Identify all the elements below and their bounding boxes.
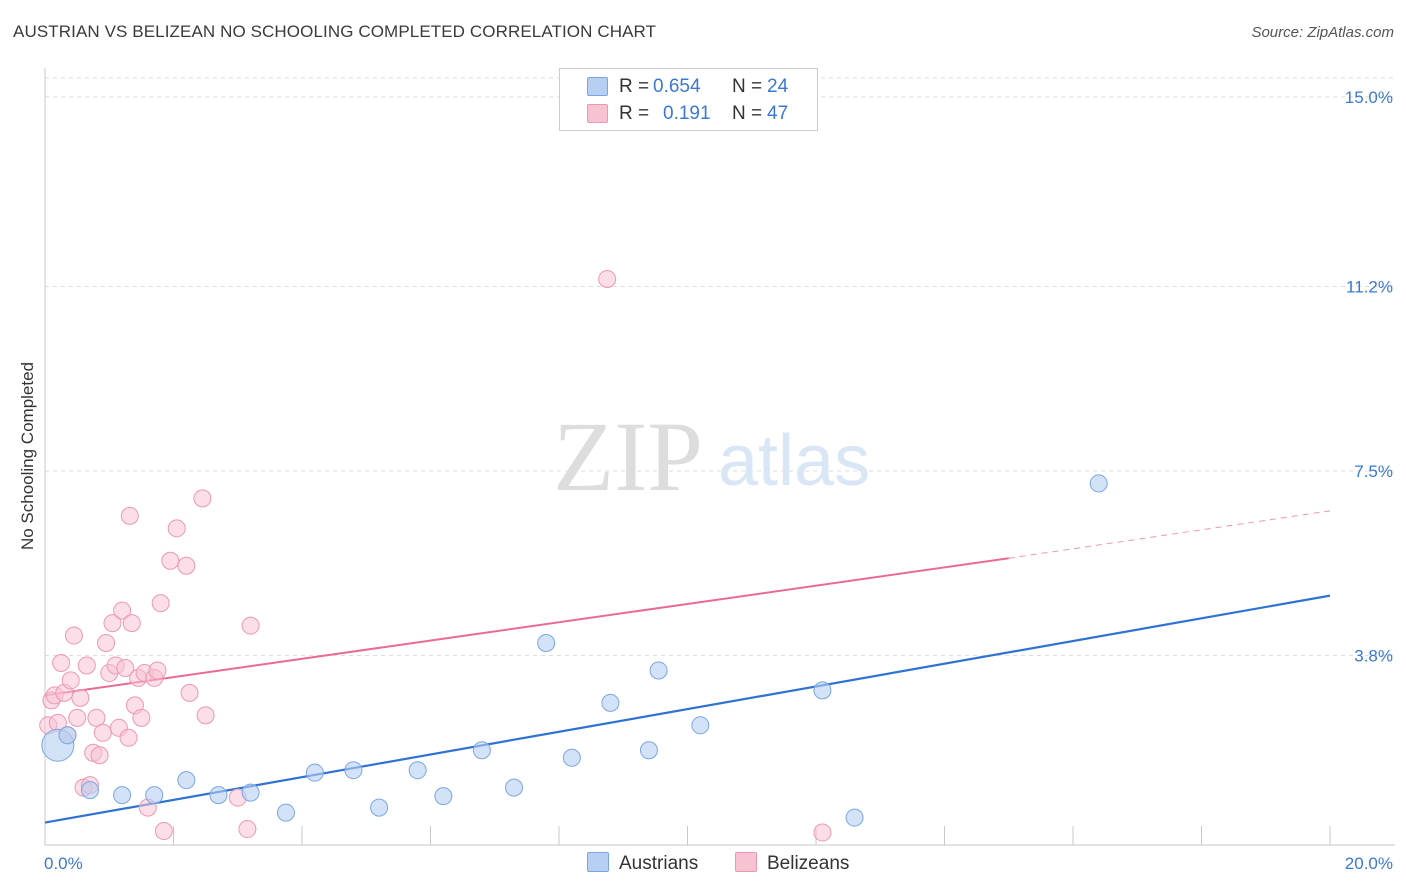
belizeans-point <box>93 723 112 742</box>
belizeans-point <box>113 601 132 620</box>
austrians-point <box>1089 474 1108 493</box>
belizeans-point <box>167 519 186 538</box>
stats-legend: R = 0.654 N = 24 R = 0.191 N = 47 <box>559 68 818 131</box>
austrians-point <box>639 741 658 760</box>
belizeans-point <box>132 708 151 727</box>
belizeans-point <box>61 671 80 690</box>
austrians-point <box>601 693 620 712</box>
austrians-point <box>305 763 324 782</box>
belizeans-point <box>813 823 832 842</box>
belizeans-point <box>103 614 122 633</box>
austrians-n-value: 24 <box>767 76 789 97</box>
austrians-swatch <box>587 77 608 96</box>
austrians-point <box>344 761 363 780</box>
belizeans-point <box>122 614 141 633</box>
tick-labels: 3.8% 7.5% 11.2% 15.0% 0.0% 20.0% <box>44 88 1393 873</box>
watermark-atlas: atlas <box>718 421 870 501</box>
belizeans-point <box>598 269 617 288</box>
source-label: Source: ZipAtlas.com <box>1251 24 1394 41</box>
austrians-point <box>58 726 77 745</box>
belizeans-r-label: R = <box>619 103 650 124</box>
trend-lines <box>44 510 1331 824</box>
belizeans-swatch <box>587 104 608 123</box>
bottom-legend-belizeans[interactable]: Belizeans <box>735 852 849 875</box>
belizeans-point <box>120 506 139 525</box>
austrians-point <box>370 798 389 817</box>
belizeans-point <box>52 653 71 672</box>
belizeans-legend-swatch <box>735 852 757 872</box>
belizeans-point <box>71 688 90 707</box>
austrians-n-label: N = <box>732 76 763 97</box>
belizeans-point <box>97 634 116 653</box>
austrians-point <box>537 634 556 653</box>
austrians-point <box>177 771 196 790</box>
y-tick-label: 15.0% <box>1345 88 1393 107</box>
austrians-point <box>113 786 132 805</box>
austrians-legend-swatch <box>587 852 609 872</box>
gridlines <box>45 77 1395 656</box>
austrians-point <box>209 786 228 805</box>
belizeans-point <box>161 551 180 570</box>
belizeans-point <box>193 489 212 508</box>
austrians-point <box>434 787 453 806</box>
austrians-r-value: 0.654 <box>653 76 701 97</box>
austrians-point <box>562 748 581 767</box>
data-points <box>39 269 1108 842</box>
watermark: ZIP atlas <box>553 401 870 512</box>
chart-title: AUSTRIAN VS BELIZEAN NO SCHOOLING COMPLE… <box>13 22 657 41</box>
austrians-point <box>505 778 524 797</box>
austrians-point <box>241 783 260 802</box>
belizeans-trend-extension <box>1008 510 1331 559</box>
belizeans-r-value: 0.191 <box>663 103 711 124</box>
belizeans-point <box>116 658 135 677</box>
belizeans-point <box>238 820 257 839</box>
belizeans-point <box>154 822 173 841</box>
austrians-trend-line <box>44 594 1331 824</box>
austrians-point <box>691 716 710 735</box>
belizeans-point <box>241 616 260 635</box>
belizeans-point <box>87 708 106 727</box>
belizeans-point <box>151 594 170 613</box>
x-tick-label: 20.0% <box>1345 854 1393 873</box>
bottom-legend-austrians[interactable]: Austrians <box>587 852 698 875</box>
belizeans-point <box>77 656 96 675</box>
austrians-point <box>80 781 99 800</box>
austrians-point <box>813 681 832 700</box>
belizeans-point <box>148 661 167 680</box>
austrians-point <box>145 786 164 805</box>
belizeans-point <box>64 626 83 645</box>
axes <box>44 68 1395 846</box>
watermark-zip: ZIP <box>553 401 703 512</box>
x-tick-label: 0.0% <box>44 854 83 873</box>
belizeans-trend-line <box>44 557 1009 697</box>
y-tick-label: 7.5% <box>1354 462 1393 481</box>
belizeans-legend-label: Belizeans <box>767 853 850 874</box>
austrians-point <box>408 761 427 780</box>
austrians-legend-label: Austrians <box>619 853 699 874</box>
belizeans-point <box>180 683 199 702</box>
austrians-point <box>649 661 668 680</box>
austrians-r-label: R = <box>619 76 650 97</box>
belizeans-point <box>196 706 215 725</box>
belizeans-point <box>177 556 196 575</box>
belizeans-n-label: N = <box>732 103 763 124</box>
y-tick-label: 3.8% <box>1354 646 1393 665</box>
belizeans-n-value: 47 <box>767 103 789 124</box>
belizeans-point <box>90 746 109 765</box>
austrians-point <box>472 741 491 760</box>
belizeans-point <box>68 708 87 727</box>
y-tick-label: 11.2% <box>1346 277 1393 296</box>
belizeans-point <box>119 728 138 747</box>
austrians-point <box>276 803 295 822</box>
austrians-point <box>845 808 864 827</box>
